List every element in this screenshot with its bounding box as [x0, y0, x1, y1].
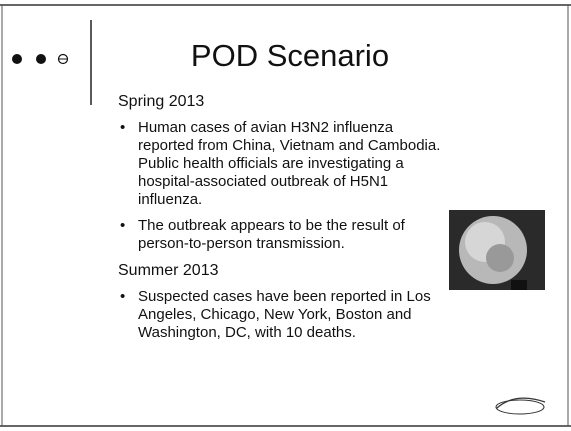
- bullet-marker: •: [120, 119, 125, 136]
- bullet-text: influenza.: [138, 191, 202, 209]
- bullet-text: person-to-person transmission.: [138, 235, 345, 253]
- bullet-marker: •: [120, 217, 125, 234]
- section-heading: Spring 2013: [118, 93, 204, 111]
- globe-image: [449, 210, 545, 290]
- bullet-text: reported from China, Vietnam and Cambodi…: [138, 137, 440, 155]
- bullet-text: hospital-associated outbreak of H5N1: [138, 173, 388, 191]
- bullet-text: Suspected cases have been reported in Lo…: [138, 288, 431, 306]
- bullet-text: Human cases of avian H3N2 influenza: [138, 119, 393, 137]
- bullet-marker: •: [120, 288, 125, 305]
- section-heading: Summer 2013: [118, 262, 219, 280]
- bullet-text: Public health officials are investigatin…: [138, 155, 404, 173]
- slide: POD Scenario Spring 2013 • Human cases of …: [0, 0, 571, 431]
- bullet-text: Angeles, Chicago, New York, Boston and: [138, 306, 412, 324]
- slide-title: POD Scenario: [100, 38, 480, 74]
- logo: [496, 398, 545, 414]
- bullet-text: Washington, DC, with 10 deaths.: [138, 324, 356, 342]
- bullet-text: The outbreak appears to be the result of: [138, 217, 405, 235]
